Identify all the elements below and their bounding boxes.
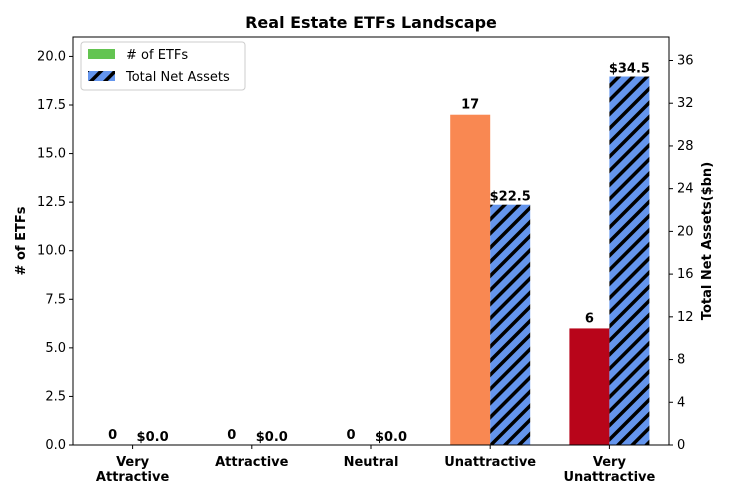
right-tick-label-1: 4 <box>677 395 685 410</box>
left-tick-label-6: 15.0 <box>37 147 66 162</box>
legend-box <box>80 41 246 91</box>
left-tick-label-8: 20.0 <box>37 49 66 64</box>
left-tick-label-2: 5.0 <box>45 341 66 356</box>
right-tick-label-8: 32 <box>677 96 694 111</box>
data-label-etfs-1: 0 <box>227 428 236 443</box>
right-tick-label-9: 36 <box>677 53 694 68</box>
right-tick-label-0: 0 <box>677 438 685 453</box>
left-tick-label-4: 10.0 <box>37 244 66 259</box>
data-label-etfs-2: 0 <box>346 428 355 443</box>
data-label-assets-3: $22.5 <box>490 190 531 205</box>
right-tick-label-5: 20 <box>677 224 694 239</box>
y-axis-label-right: Total Net Assets($bn) <box>700 162 715 320</box>
legend-swatch-etfs <box>88 49 115 59</box>
data-label-assets-4: $34.5 <box>609 62 650 77</box>
chart-title: Real Estate ETFs Landscape <box>245 13 497 32</box>
left-tick-label-1: 2.5 <box>45 389 66 404</box>
left-tick-label-5: 12.5 <box>37 195 66 210</box>
bar-etfs-4 <box>569 328 610 445</box>
data-label-assets-1: $0.0 <box>256 430 288 445</box>
x-tick-label-2: Neutral <box>344 455 399 470</box>
left-tick-label-7: 17.5 <box>37 98 66 113</box>
data-label-etfs-4: 6 <box>585 311 594 326</box>
right-tick-label-3: 12 <box>677 310 694 325</box>
data-label-assets-2: $0.0 <box>375 430 407 445</box>
data-label-etfs-0: 0 <box>108 428 117 443</box>
bar-etfs-3 <box>450 114 491 445</box>
right-tick-label-7: 28 <box>677 139 694 154</box>
legend-label-assets: Total Net Assets <box>125 70 230 85</box>
right-tick-label-2: 8 <box>677 353 685 368</box>
x-tick-label-1: Attractive <box>215 455 289 470</box>
x-tick-label-0: Very Attractive <box>96 455 170 485</box>
x-tick-label-3: Unattractive <box>444 455 536 470</box>
bar-assets-4 <box>609 76 650 446</box>
right-tick-label-4: 16 <box>677 267 694 282</box>
legend-swatch-assets <box>88 71 115 81</box>
left-tick-label-0: 0.0 <box>45 438 66 453</box>
right-tick-label-6: 24 <box>677 182 694 197</box>
data-label-etfs-3: 17 <box>461 98 479 113</box>
legend: # of ETFs Total Net Assets <box>80 41 246 91</box>
y-axis-label-left: # of ETFs <box>14 206 29 275</box>
legend-label-etfs: # of ETFs <box>126 48 188 63</box>
bar-assets-3 <box>490 204 531 445</box>
data-label-assets-0: $0.0 <box>137 430 169 445</box>
x-tick-label-4: Very Unattractive <box>563 455 655 485</box>
left-tick-label-3: 7.5 <box>45 292 66 307</box>
